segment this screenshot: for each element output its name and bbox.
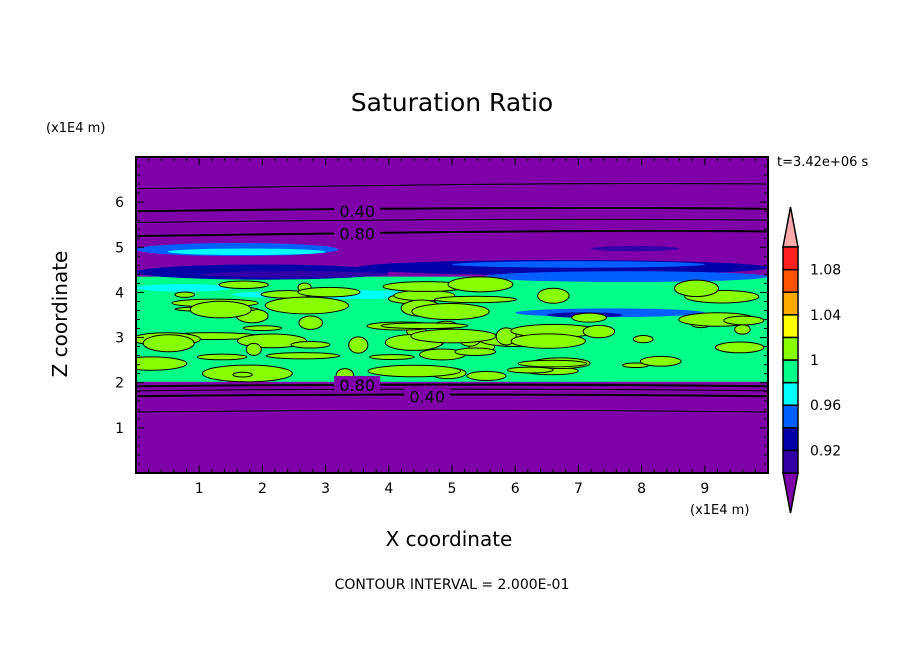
x-tick-label: 4 (384, 481, 393, 497)
contour-label: 0.40 (339, 202, 375, 221)
contour-line (136, 206, 768, 213)
x-tick-label: 8 (637, 481, 646, 497)
colorbar-tick-label: 1.08 (810, 263, 841, 279)
x-tick-label: 9 (700, 481, 709, 497)
lime-blob (297, 286, 361, 298)
contour-line (136, 393, 768, 398)
lime-blob (411, 303, 490, 321)
lime-blob (454, 347, 497, 356)
chart-title: Saturation Ratio (350, 88, 554, 117)
lime-blob (232, 371, 253, 378)
lime-blob (632, 335, 654, 344)
colorbar-swatch (782, 314, 799, 339)
colorbar-swatch (782, 381, 799, 406)
contour-label-bg (334, 202, 381, 219)
x-axis-label: X coordinate (385, 527, 513, 551)
y-tick-label: 4 (115, 285, 124, 301)
y-tick-label: 5 (115, 240, 124, 256)
contour-label-bg (334, 224, 381, 241)
colorbar-swatch (782, 268, 799, 293)
lime-blob (264, 296, 349, 315)
lime-blob (348, 336, 369, 354)
colorbar-tick-label: 0.96 (810, 398, 841, 414)
streak (591, 245, 680, 252)
lime-blob (466, 370, 507, 381)
colorbar-over-triangle (782, 206, 799, 248)
lime-blob (571, 312, 607, 323)
streak (136, 284, 231, 292)
lime-blob (136, 356, 188, 371)
contour-line (136, 182, 768, 190)
x-tick-label: 3 (321, 481, 330, 497)
field-layer: 0.40 0.80 0.80 0.40 (136, 157, 768, 473)
lime-blob (673, 279, 720, 298)
lime-blob (723, 315, 765, 326)
contour-line (136, 388, 768, 392)
x-tick-label: 5 (448, 481, 457, 497)
colorbar-tick-label: 1 (810, 353, 819, 369)
lime-blob (510, 333, 586, 349)
lime-blob (714, 341, 765, 354)
y-unit-label: (x1E4 m) (46, 121, 106, 136)
lime-blob (290, 341, 331, 349)
contour-label: 0.80 (339, 376, 375, 395)
lime-blob (433, 295, 517, 304)
lime-blob (734, 324, 751, 335)
y-tick-label: 3 (115, 331, 124, 347)
contour-label-bg (404, 387, 451, 404)
lime-blob (639, 355, 682, 367)
lime-blob (380, 322, 469, 330)
y-tick-label: 6 (115, 195, 124, 211)
contour-interval-label: CONTOUR INTERVAL = 2.000E-01 (334, 577, 570, 593)
colorbar-swatch (782, 359, 799, 384)
lime-blob (196, 353, 248, 361)
contour-label: 0.80 (339, 225, 375, 244)
lime-blob (242, 325, 283, 332)
colorbar-swatch (782, 336, 799, 361)
contour-label: 0.40 (409, 387, 445, 406)
colorbar-swatch (782, 291, 799, 316)
lime-blob (298, 315, 323, 330)
x-tick-label: 1 (195, 481, 204, 497)
lime-blob (189, 300, 252, 319)
x-unit-label: (x1E4 m) (690, 503, 750, 518)
streak (199, 271, 389, 278)
lime-blob (537, 287, 570, 304)
lime-blob (369, 354, 415, 360)
lime-blob (506, 366, 554, 374)
contour-line (136, 229, 768, 237)
contour-line (136, 409, 768, 413)
lime-blob (517, 359, 588, 368)
lime-blob (245, 342, 262, 356)
colorbar-swatch (782, 404, 799, 429)
time-label: t=3.42e+06 s (777, 155, 869, 170)
lime-blob (265, 352, 341, 360)
y-tick-label: 2 (115, 376, 124, 392)
y-tick-label: 1 (115, 421, 124, 437)
lime-blob (142, 334, 195, 353)
lime-blob (410, 328, 497, 344)
colorbar-under-triangle (782, 472, 799, 514)
lime-blob (447, 276, 514, 293)
colorbar-tick-label: 1.04 (810, 308, 841, 324)
contour-line (136, 218, 768, 223)
lime-blob (582, 324, 616, 339)
colorbar-swatch (782, 449, 799, 474)
contour-label-bg (334, 375, 381, 392)
streak (483, 271, 768, 283)
streak (167, 248, 326, 256)
lime-blob (367, 364, 462, 378)
colorbar-swatch (782, 427, 799, 452)
x-tick-label: 7 (574, 481, 583, 497)
contour-line (136, 383, 768, 388)
streak (452, 261, 705, 268)
lime-blob (218, 280, 269, 289)
colorbar-tick-label: 0.92 (810, 443, 841, 459)
lime-blob (174, 291, 195, 298)
colorbar-swatch (782, 246, 799, 271)
x-tick-label: 6 (511, 481, 520, 497)
x-tick-label: 2 (258, 481, 267, 497)
